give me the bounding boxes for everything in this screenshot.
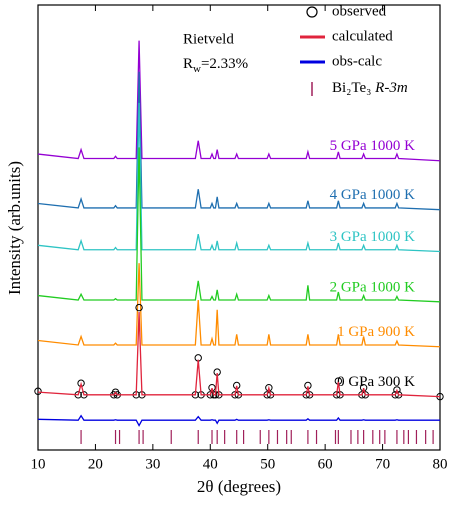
legend-label: calculated	[332, 28, 393, 44]
x-tick-label: 80	[433, 456, 448, 472]
x-tick-label: 60	[318, 456, 333, 472]
x-tick-label: 20	[88, 456, 103, 472]
series-line	[37, 414, 440, 427]
observed-point	[135, 303, 143, 312]
pattern-label: 3 GPa 1000 K	[330, 229, 416, 245]
x-tick-label: 10	[31, 456, 46, 472]
annotation-title: Rietveld	[183, 31, 234, 47]
x-tick-label: 70	[375, 456, 390, 472]
observed-point	[393, 386, 401, 394]
annotation-rw: Rw=2.33%	[183, 56, 248, 74]
rw-value: =2.33%	[201, 56, 248, 72]
x-tick-label: 30	[145, 456, 160, 472]
rw-symbol: R	[183, 56, 193, 72]
y-axis-title: Intensity (arb.units)	[5, 161, 24, 295]
x-tick-label: 50	[260, 456, 275, 472]
pattern-line	[37, 102, 441, 253]
pattern-label: 4 GPa 1000 K	[330, 187, 416, 203]
legend-label: observed	[332, 3, 387, 19]
legend-marker	[306, 6, 318, 18]
pattern-label: 5 GPa 1000 K	[330, 138, 416, 154]
pattern-line	[37, 71, 441, 211]
rw-subscript: w	[193, 63, 201, 75]
pattern-line	[37, 263, 441, 348]
observed-point	[359, 384, 368, 392]
pattern-line	[37, 40, 441, 162]
bragg-space-group: R-3m	[374, 80, 408, 96]
x-tick-label: 40	[203, 456, 218, 472]
pattern-line	[37, 147, 441, 303]
pattern-label: 2 GPa 1000 K	[330, 279, 416, 295]
observed-point	[208, 384, 216, 392]
legend-label: Bi₂Te₃ R-3m	[332, 80, 408, 96]
observed-point	[34, 387, 42, 395]
legend-label: obs-calc	[332, 53, 382, 69]
observed-point	[265, 384, 273, 392]
series-line	[37, 312, 441, 398]
x-axis-title: 2θ (degrees)	[197, 477, 281, 496]
pattern-label: 0 GPa 300 K	[337, 374, 415, 390]
bragg-name: Bi₂Te₃	[332, 80, 371, 96]
plot-frame	[37, 4, 441, 451]
pattern-label: 1 GPa 900 K	[337, 324, 415, 340]
